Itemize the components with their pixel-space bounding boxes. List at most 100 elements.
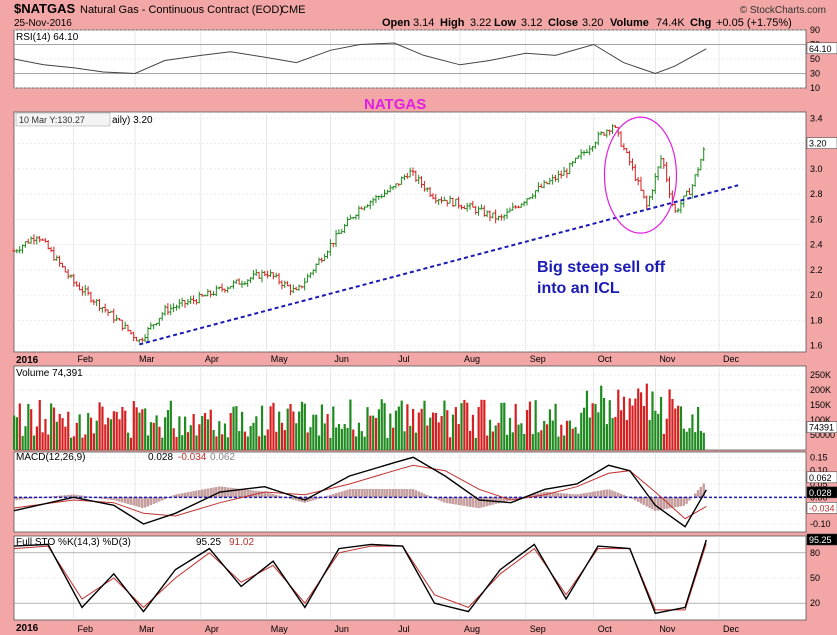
volume-bar	[15, 417, 19, 450]
macd-histogram-bar	[477, 497, 480, 509]
macd-histogram-bar	[371, 489, 375, 498]
macd-histogram-bar	[696, 490, 700, 498]
month-tick-label: Mar	[139, 624, 155, 634]
symbol: $NATGAS	[14, 1, 75, 16]
volume-bar	[403, 431, 406, 450]
volume-bar	[506, 434, 509, 450]
price-value-badge-box	[806, 137, 837, 149]
year-tick-label: 2016	[16, 623, 39, 634]
annotation-line-1: Big steep sell off	[537, 259, 666, 276]
macd-histogram-bar	[622, 494, 626, 498]
volume-bar	[691, 414, 694, 450]
macd-histogram-bar	[112, 497, 115, 501]
volume-bar	[149, 422, 152, 450]
month-tick-label: Nov	[659, 354, 676, 364]
month-tick-label: Feb	[77, 354, 93, 364]
volume-bar	[280, 422, 284, 450]
volume-bar	[440, 416, 443, 450]
volume-bar	[668, 389, 671, 450]
macd-hist-value: 0.062	[210, 452, 235, 463]
macd-histogram-bar	[571, 494, 574, 498]
macd-histogram-bar	[656, 497, 660, 511]
volume-bar	[531, 434, 534, 450]
macd-histogram-bar	[443, 497, 446, 503]
macd-histogram-bar	[124, 497, 127, 504]
volume-bar	[209, 409, 212, 450]
volume-bar	[406, 404, 409, 450]
volume-bar	[360, 431, 363, 450]
volume-bar	[679, 406, 683, 450]
macd-histogram-bar	[676, 497, 680, 507]
volume-bar	[597, 412, 600, 450]
y-tick-label: 10	[810, 83, 820, 93]
volume-bar	[560, 424, 563, 450]
macd-histogram-bar	[266, 492, 269, 498]
volume-bar	[568, 420, 571, 450]
volume-bar	[503, 402, 506, 450]
volume-bar	[306, 432, 309, 450]
volume-bar	[557, 436, 560, 450]
volume-bar	[61, 418, 64, 450]
volume-bar	[215, 436, 218, 450]
volume-bar	[434, 412, 437, 450]
volume-bar	[52, 407, 56, 450]
macd-histogram-bar	[577, 494, 580, 498]
high-label: High	[440, 17, 465, 29]
volume-bar	[64, 426, 67, 450]
volume-bar	[565, 420, 569, 450]
volume-bar	[309, 427, 312, 450]
y-tick-label: 150K	[810, 400, 831, 410]
volume-bar	[275, 431, 278, 450]
open-value: 3.14	[413, 17, 434, 29]
month-tick-label: May	[271, 354, 289, 364]
volume-bar	[622, 396, 626, 450]
volume-bar	[574, 427, 577, 450]
volume-bar	[409, 425, 412, 450]
volume-bar	[315, 414, 318, 450]
volume-value-badge: 74391	[809, 423, 834, 433]
macd-histogram-bar	[27, 497, 30, 499]
volume-bar	[47, 434, 50, 450]
volume-bar	[263, 435, 266, 450]
volume-bar	[115, 411, 118, 450]
volume-bar	[104, 424, 107, 450]
y-tick-label: -0.10	[810, 519, 831, 529]
month-tick-label: Sep	[530, 354, 546, 364]
volume-bar	[517, 424, 520, 450]
macd-histogram-bar	[608, 489, 611, 498]
volume-bar	[249, 426, 252, 450]
volume-bar	[44, 418, 47, 450]
volume-bar	[400, 400, 403, 450]
macd-histogram-bar	[659, 497, 663, 510]
macd-histogram-bar	[391, 489, 395, 498]
macd-histogram-bar	[662, 497, 665, 510]
volume-bar	[486, 435, 489, 450]
volume-bar	[298, 411, 301, 450]
macd-histogram-bar	[460, 497, 463, 506]
y-tick-label: 2.6	[810, 214, 823, 224]
hover-label-box	[15, 112, 111, 127]
volume-bar	[164, 417, 167, 450]
sto-k-line	[13, 539, 707, 615]
macd-histogram-bar	[206, 488, 209, 498]
macd-histogram-bar	[232, 488, 235, 498]
y-tick-label: 50000	[810, 430, 835, 440]
macd-histogram-bar	[639, 497, 643, 504]
volume-bar	[87, 413, 90, 450]
volume-bar	[423, 400, 426, 450]
low-label: Low	[494, 17, 516, 29]
macd-histogram-bar	[485, 497, 489, 507]
y-tick-label: 30	[810, 69, 820, 79]
volume-bar	[186, 432, 190, 450]
macd-histogram-bar	[417, 491, 420, 498]
volume-bar	[129, 437, 133, 450]
macd-histogram-bar	[668, 497, 671, 509]
volume-bar	[246, 436, 249, 450]
volume-bar	[121, 406, 124, 450]
macd-signal-line	[13, 464, 707, 520]
month-tick-label: Sep	[530, 624, 546, 634]
macd-histogram-bar	[215, 487, 218, 498]
volume-bar	[124, 410, 127, 450]
hover-label: 10 Mar Y:130.27	[19, 115, 85, 125]
volume-bar	[637, 388, 640, 450]
